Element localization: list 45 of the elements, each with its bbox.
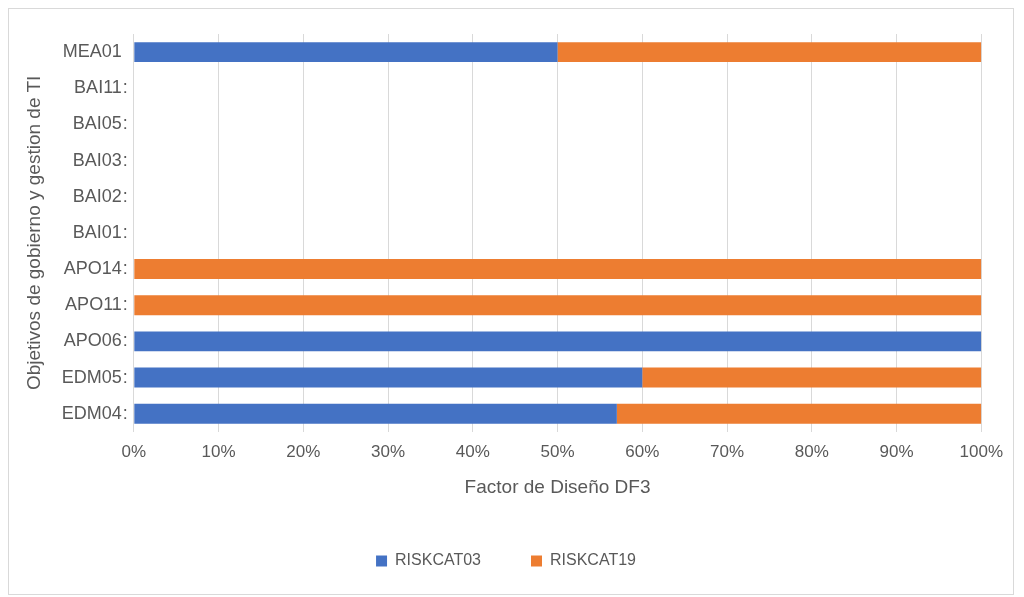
text: : xyxy=(122,366,128,387)
text: : xyxy=(122,402,128,423)
text: : xyxy=(122,77,128,98)
y-tick-label: EDM04 xyxy=(61,402,122,423)
bar xyxy=(134,367,643,388)
x-tick-label: 100% xyxy=(959,441,1003,461)
x-tick-label: 0% xyxy=(121,441,147,461)
text: : xyxy=(122,185,128,206)
y-tick-label: BAI03 xyxy=(72,149,122,170)
x-axis-title: Factor de Diseño DF3 xyxy=(464,475,651,497)
y-tick-label: APO06 xyxy=(63,330,122,351)
x-tick-label: 80% xyxy=(794,441,829,461)
text: : xyxy=(122,294,128,315)
bar xyxy=(557,42,982,63)
text: : xyxy=(122,330,128,351)
bar xyxy=(134,331,982,352)
y-tick-label: BAI01 xyxy=(72,221,122,242)
legend-label: RISKCAT19 xyxy=(550,551,637,569)
y-tick-label: MEA01 xyxy=(62,41,122,62)
bar xyxy=(134,259,982,280)
legend-label: RISKCAT03 xyxy=(395,551,482,569)
text: : xyxy=(122,258,128,279)
y-tick-label: APO11 xyxy=(65,294,122,315)
bar xyxy=(134,295,982,316)
x-tick-label: 50% xyxy=(540,441,575,461)
y-axis-title: Objetivos de gobierno y gestion de TI xyxy=(22,75,44,391)
bar xyxy=(134,42,558,63)
x-tick-label: 10% xyxy=(201,441,236,461)
x-tick-label: 90% xyxy=(879,441,914,461)
x-tick-label: 60% xyxy=(625,441,660,461)
text: : xyxy=(122,113,128,134)
x-tick-label: 70% xyxy=(710,441,745,461)
bar xyxy=(616,403,982,424)
y-tick-label: BAI05 xyxy=(72,113,122,134)
y-tick-label: APO14 xyxy=(63,258,122,279)
x-tick-label: 20% xyxy=(286,441,321,461)
bar xyxy=(642,367,982,388)
x-tick-label: 30% xyxy=(371,441,406,461)
x-tick-label: 40% xyxy=(455,441,490,461)
text: : xyxy=(122,149,128,170)
y-tick-label: BAI02 xyxy=(72,185,122,206)
y-tick-label: BAI11 xyxy=(74,77,122,98)
y-tick-label: EDM05 xyxy=(61,366,122,387)
bar xyxy=(134,403,617,424)
text: : xyxy=(122,221,128,242)
